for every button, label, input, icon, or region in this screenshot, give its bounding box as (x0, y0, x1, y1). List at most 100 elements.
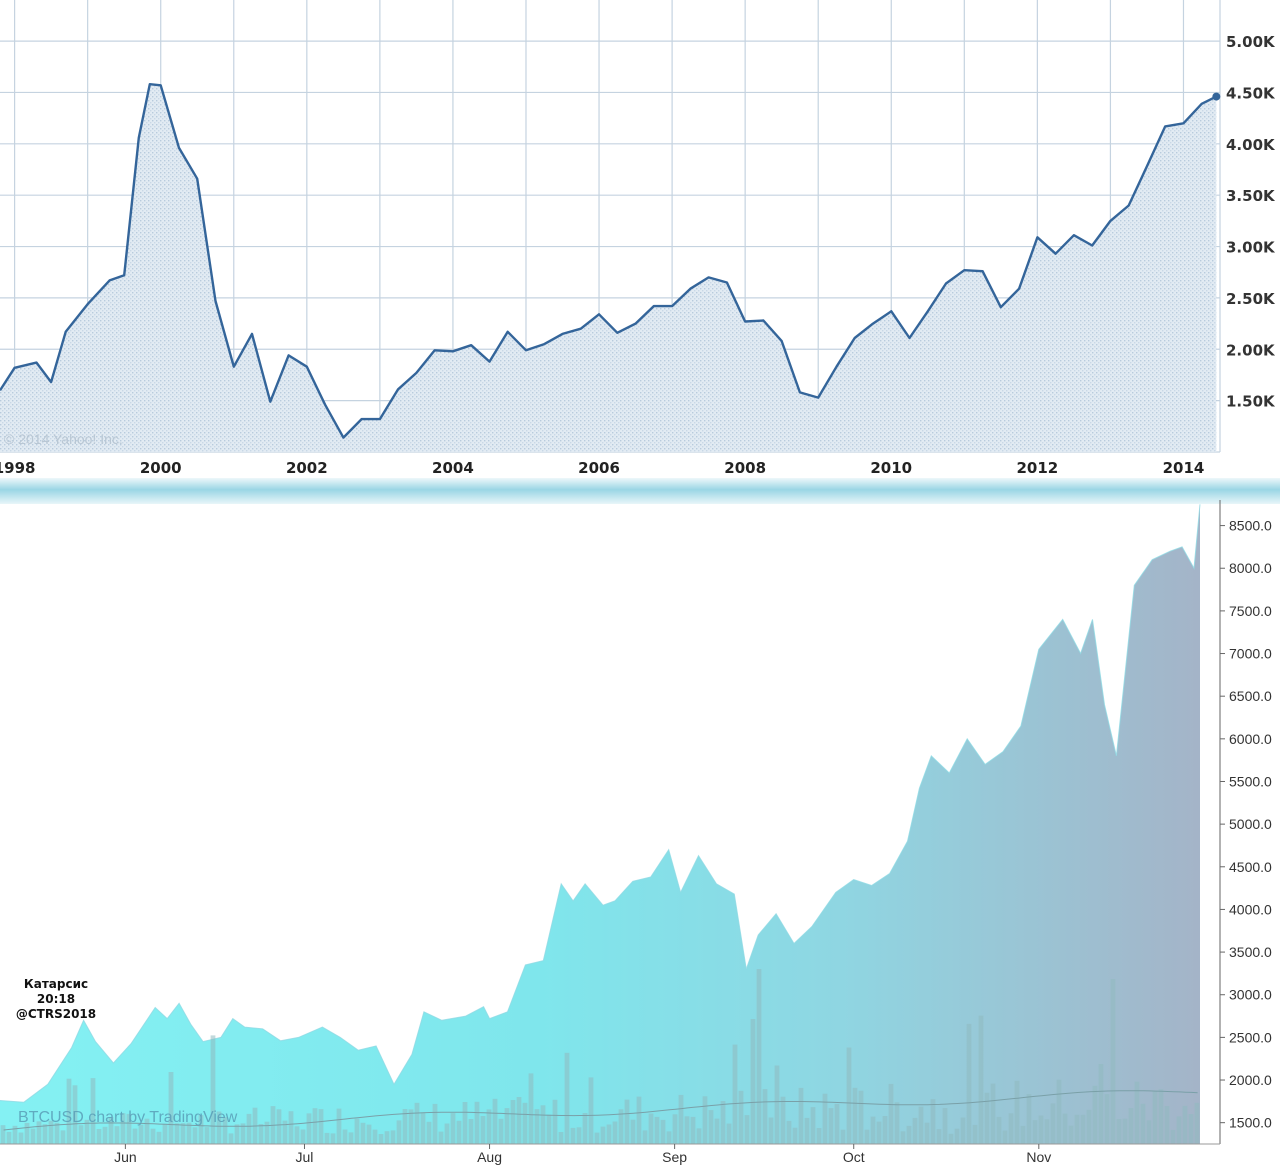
volume-bar (354, 1118, 360, 1144)
volume-bar (576, 1127, 582, 1144)
volume-bar (840, 1129, 846, 1144)
volume-bar (360, 1122, 366, 1144)
volume-bar (738, 1090, 744, 1144)
volume-bar (228, 1133, 234, 1144)
volume-bar (570, 1127, 576, 1144)
volume-bar (918, 1106, 924, 1144)
volume-bar (378, 1134, 384, 1144)
volume-bar (264, 1121, 270, 1144)
volume-bar (150, 1128, 156, 1144)
top-y-tick-label: 1.50K (1226, 393, 1276, 411)
volume-bar (942, 1108, 948, 1144)
volume-bar (1092, 1085, 1098, 1144)
bottom-y-tick-label: 5500.0 (1229, 773, 1272, 789)
volume-bar (702, 1096, 708, 1144)
volume-bar (198, 1115, 204, 1144)
volume-bar (1074, 1114, 1080, 1144)
volume-bar (858, 1090, 864, 1144)
volume-bars (0, 969, 1200, 1144)
bottom-y-tick-label: 3500.0 (1229, 944, 1272, 960)
volume-bar (72, 1085, 78, 1144)
bottom-x-tick-label: Sep (662, 1149, 687, 1165)
btc-area-fill (0, 504, 1200, 1144)
volume-bar (828, 1108, 834, 1144)
volume-bar (588, 1077, 594, 1144)
volume-bar (870, 1116, 876, 1144)
volume-bar (216, 1111, 222, 1144)
volume-bar (510, 1100, 516, 1144)
volume-bar (516, 1097, 522, 1144)
top-chart: 1.50K 2.00K 2.50K 3.00K 3.50K 4.00K 4.50K 5.00K… (0, 0, 1276, 477)
volume-bar (12, 1125, 18, 1144)
volume-bar (762, 1089, 768, 1144)
volume-bar (156, 1131, 162, 1144)
bottom-y-tick-label: 7500.0 (1229, 603, 1272, 619)
volume-bar (348, 1132, 354, 1144)
volume-bar (210, 1035, 216, 1144)
bottom-y-tick-label: 8000.0 (1229, 560, 1272, 576)
volume-bar (798, 1087, 804, 1144)
volume-bar (720, 1101, 726, 1144)
volume-bar (912, 1117, 918, 1144)
volume-bar (930, 1099, 936, 1144)
volume-bar (660, 1119, 666, 1144)
top-x-tick-label: 1998 (0, 459, 35, 477)
volume-bar (804, 1117, 810, 1144)
volume-bar (1032, 1120, 1038, 1144)
top-y-tick-label: 5.00K (1226, 33, 1276, 51)
volume-bar (630, 1119, 636, 1144)
annotation-line-2: @CTRS2018 (15, 1007, 97, 1021)
volume-bar (678, 1094, 684, 1144)
volume-bar (906, 1125, 912, 1144)
chart-separator (0, 478, 1280, 504)
volume-bar (396, 1120, 402, 1144)
top-series-line (0, 83, 1217, 439)
bottom-y-tick-label: 1500.0 (1229, 1115, 1272, 1131)
volume-bar (432, 1103, 438, 1144)
volume-bar (384, 1131, 390, 1144)
volume-bar (372, 1129, 378, 1144)
volume-bar (864, 1129, 870, 1144)
volume-bar (402, 1109, 408, 1144)
top-x-tick-label: 2002 (286, 459, 328, 477)
volume-bar (1062, 1113, 1068, 1144)
volume-bar (90, 1078, 96, 1144)
volume-bar (168, 1072, 174, 1144)
volume-bar (330, 1133, 336, 1144)
volume-bar (1026, 1094, 1032, 1144)
volume-bar (306, 1113, 312, 1144)
volume-bar (1152, 1091, 1158, 1144)
volume-bar (1098, 1064, 1104, 1144)
volume-bar (408, 1109, 414, 1144)
volume-bar (1134, 1081, 1140, 1144)
volume-bar (1188, 1114, 1194, 1144)
volume-bar (846, 1047, 852, 1144)
bottom-y-tick-label: 4500.0 (1229, 859, 1272, 875)
volume-bar (984, 1092, 990, 1144)
volume-bar (318, 1109, 324, 1144)
volume-bar (834, 1103, 840, 1144)
volume-bar (1110, 979, 1116, 1144)
bottom-y-tick-label: 2500.0 (1229, 1029, 1272, 1045)
volume-bar (594, 1132, 600, 1144)
top-x-tick-label: 2008 (724, 459, 766, 477)
volume-bar (852, 1087, 858, 1144)
bottom-y-tick-label: 8500.0 (1229, 518, 1272, 534)
volume-bar (1014, 1080, 1020, 1144)
volume-bar (162, 1124, 168, 1144)
volume-bar (552, 1099, 558, 1144)
volume-bar (258, 1124, 264, 1144)
volume-bar (174, 1123, 180, 1144)
top-x-tick-label: 2010 (870, 459, 912, 477)
volume-bar (1128, 1108, 1134, 1144)
volume-bar (18, 1132, 24, 1144)
top-last-point (1212, 92, 1221, 101)
volume-bar (960, 1117, 966, 1144)
top-x-tick-label: 2000 (140, 459, 182, 477)
bottom-x-tick-label: Aug (477, 1149, 502, 1165)
volume-bar (60, 1130, 66, 1144)
volume-bar (894, 1102, 900, 1144)
volume-bar (714, 1118, 720, 1144)
volume-bar (144, 1118, 150, 1144)
volume-bar (948, 1133, 954, 1144)
